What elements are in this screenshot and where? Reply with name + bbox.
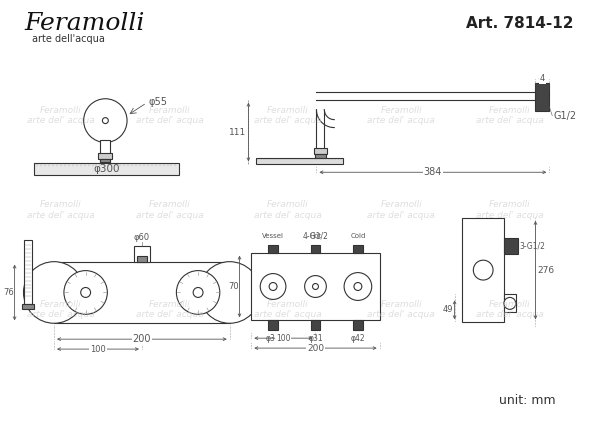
Bar [100,140,110,162]
Text: Art. 7814-12: Art. 7814-12 [466,16,574,31]
Text: 200: 200 [307,343,324,353]
Text: 111: 111 [229,127,247,137]
Circle shape [193,288,203,297]
Text: 100: 100 [276,334,290,343]
Text: arte dell'acqua: arte dell'acqua [32,34,105,44]
Bar [256,158,343,164]
Text: 70: 70 [228,282,239,291]
Bar [54,262,230,323]
Bar [314,148,328,154]
Text: φ60: φ60 [134,233,150,242]
Text: φ33: φ33 [266,334,280,343]
Bar [353,245,363,253]
Text: Feramolli
arte del' acqua: Feramolli arte del' acqua [27,106,95,125]
Bar [311,245,320,253]
Circle shape [103,118,109,124]
Text: 49: 49 [443,305,454,314]
Circle shape [354,283,362,291]
Circle shape [23,262,85,323]
Circle shape [81,288,91,297]
Text: φ300: φ300 [94,164,120,174]
Circle shape [199,262,260,323]
Text: Feramolli
arte del' acqua: Feramolli arte del' acqua [27,201,95,220]
Text: Feramolli
arte del' acqua: Feramolli arte del' acqua [254,299,322,319]
Bar [311,320,320,330]
Bar [268,320,278,330]
Text: 276: 276 [538,266,554,275]
Bar [504,294,516,312]
Text: 4-G1/2: 4-G1/2 [302,232,328,241]
Text: 3-G1/2: 3-G1/2 [520,241,545,250]
Circle shape [83,99,127,143]
Bar [535,83,549,111]
Bar [98,154,112,159]
Text: 200: 200 [133,334,151,344]
Text: Feramolli
arte del' acqua: Feramolli arte del' acqua [367,106,435,125]
Text: Vessel: Vessel [262,233,284,239]
Circle shape [176,271,220,314]
Text: Feramolli
arte del' acqua: Feramolli arte del' acqua [136,299,203,319]
Circle shape [64,271,107,314]
Text: Cold: Cold [350,233,365,239]
Text: 4: 4 [540,74,545,83]
Text: Hot: Hot [310,233,322,239]
Circle shape [344,272,372,300]
Bar [504,238,518,254]
Bar [34,163,179,175]
Text: Feramolli
arte del' acqua: Feramolli arte del' acqua [476,201,544,220]
Text: G1/2: G1/2 [553,111,577,121]
Text: Feramolli
arte del' acqua: Feramolli arte del' acqua [367,201,435,220]
Text: 100: 100 [90,345,106,354]
Text: Feramolli
arte del' acqua: Feramolli arte del' acqua [476,299,544,319]
Bar [251,253,380,320]
Text: Feramolli
arte del' acqua: Feramolli arte del' acqua [367,299,435,319]
Bar [134,246,150,262]
Text: 384: 384 [424,167,442,177]
Bar [25,240,32,305]
Circle shape [305,275,326,297]
Bar [268,245,278,253]
Bar [353,320,363,330]
Circle shape [504,297,516,309]
Circle shape [473,260,493,280]
Text: unit: mm: unit: mm [499,394,555,407]
Text: φ55: φ55 [149,97,168,107]
Bar [314,154,326,158]
Bar [22,305,34,309]
Circle shape [260,274,286,299]
Text: Feramolli
arte del' acqua: Feramolli arte del' acqua [136,201,203,220]
Text: φ31: φ31 [308,334,323,343]
Text: 76: 76 [3,288,14,297]
Bar [137,256,147,262]
Text: Feramolli: Feramolli [25,12,145,35]
Text: Feramolli
arte del' acqua: Feramolli arte del' acqua [136,106,203,125]
Text: Feramolli
arte del' acqua: Feramolli arte del' acqua [254,201,322,220]
Text: Feramolli
arte del' acqua: Feramolli arte del' acqua [476,106,544,125]
Text: Feramolli
arte del' acqua: Feramolli arte del' acqua [27,299,95,319]
Text: Feramolli
arte del' acqua: Feramolli arte del' acqua [254,106,322,125]
Circle shape [269,283,277,291]
Text: φ42: φ42 [350,334,365,343]
Bar [463,218,504,322]
Bar [100,159,110,162]
Circle shape [313,283,319,289]
